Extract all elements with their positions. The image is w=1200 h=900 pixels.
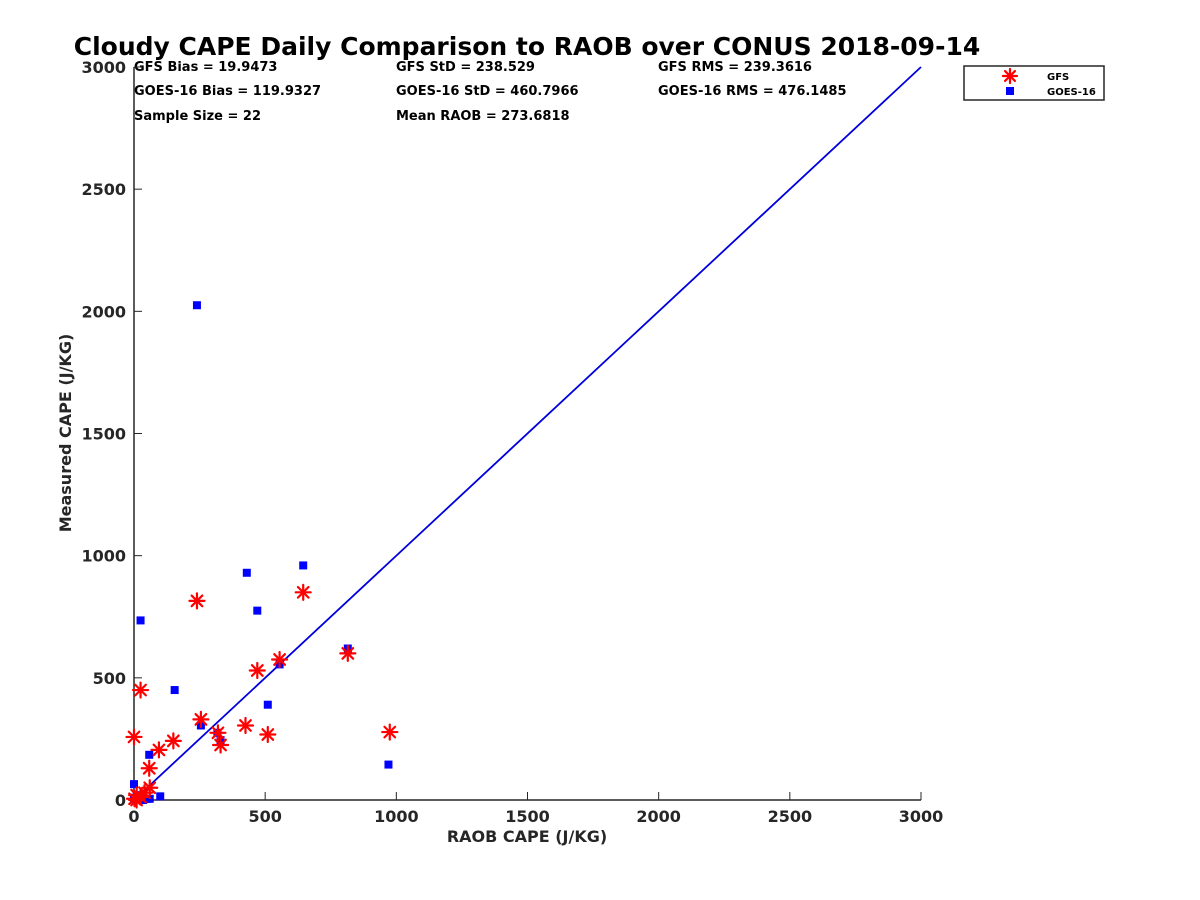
stat-gfs-rms: GFS RMS = 239.3616 (658, 60, 812, 75)
x-tick-label: 0 (128, 807, 139, 826)
goes-16-point (192, 301, 201, 310)
goes-16-point (170, 686, 179, 695)
x-tick-label: 500 (248, 807, 281, 826)
gfs-point (140, 759, 158, 777)
gfs-point (141, 779, 159, 797)
gfs-point (339, 644, 357, 663)
stat-sample-size: Sample Size = 22 (134, 109, 261, 124)
reference-line-layer (133, 66, 922, 801)
stat-mean-raob: Mean RAOB = 273.6818 (396, 109, 570, 124)
x-tick-label: 2500 (768, 807, 813, 826)
gfs-point (270, 650, 289, 669)
one-to-one-line (133, 66, 922, 801)
goes-16-point (156, 792, 165, 801)
stats-panel: GFS Bias = 19.9473 GFS StD = 238.529 GFS… (134, 60, 847, 124)
legend-label-gfs: GFS (1047, 72, 1069, 83)
x-tick-label: 2000 (636, 807, 681, 826)
legend: GFS GOES-16 (963, 65, 1105, 101)
y-tick-label: 0 (115, 791, 126, 810)
goes-16-point (136, 616, 145, 625)
y-tick-label: 1500 (81, 425, 126, 444)
gfs-point (236, 716, 255, 735)
gfs-point (125, 728, 143, 746)
x-axis-label: RAOB CAPE (J/KG) (447, 827, 607, 846)
goes-16-point (130, 780, 138, 789)
y-tick-label: 1000 (81, 547, 126, 566)
y-tick-label: 500 (93, 669, 126, 688)
gfs-point (259, 725, 277, 744)
gfs-point (211, 736, 230, 754)
chart-title: Cloudy CAPE Daily Comparison to RAOB ove… (74, 32, 980, 61)
gfs-point (381, 723, 399, 741)
y-tick-label: 3000 (81, 58, 126, 77)
stat-gfs-bias: GFS Bias = 19.9473 (134, 60, 277, 75)
stat-goes-std: GOES-16 StD = 460.7966 (396, 84, 579, 99)
gfs-point (131, 681, 150, 699)
gfs-point (150, 741, 168, 759)
stat-goes-bias: GOES-16 Bias = 119.9327 (134, 84, 321, 99)
gfs-point (192, 710, 210, 728)
legend-marker-gfs (1001, 67, 1019, 85)
legend-items: GFS GOES-16 (1001, 67, 1096, 98)
goes-16-point (263, 700, 272, 709)
gfs-point (248, 661, 266, 680)
gfs-point (188, 592, 206, 610)
y-axis-label: Measured CAPE (J/KG) (56, 334, 75, 533)
y-tick-label: 2000 (81, 302, 126, 321)
y-tick-label: 2500 (81, 180, 126, 199)
goes-16-point (143, 794, 152, 803)
goes-16-point (145, 750, 154, 759)
x-tick-label: 1000 (374, 807, 419, 826)
legend-box (963, 65, 1105, 101)
legend-marker-goes-16 (1006, 87, 1014, 95)
stat-goes-rms: GOES-16 RMS = 476.1485 (658, 84, 847, 99)
goes-16-point (384, 760, 393, 769)
gfs-point (128, 791, 146, 809)
points-layer (125, 301, 399, 809)
stat-gfs-std: GFS StD = 238.529 (396, 60, 535, 75)
goes-16-point (242, 568, 251, 577)
legend-label-goes-16: GOES-16 (1047, 87, 1096, 98)
gfs-point (294, 583, 312, 601)
x-tick-label: 3000 (899, 807, 944, 826)
gfs-point (209, 724, 227, 742)
x-tick-label: 1500 (505, 807, 550, 826)
goes-16-point (253, 606, 262, 615)
goes-16-point (299, 561, 308, 570)
axes: 0 500 1000 1500 2000 2500 3000 0 500 1000 1500 2000… (81, 58, 943, 826)
gfs-point (164, 732, 182, 750)
